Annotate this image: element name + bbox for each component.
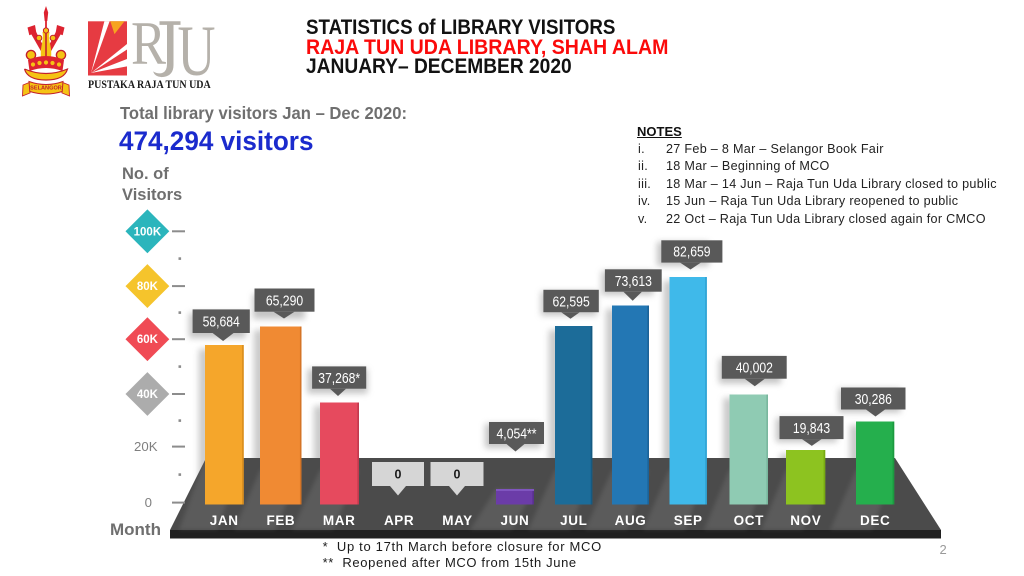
- svg-text:65,290: 65,290: [266, 292, 303, 308]
- svg-text:SELANGOR: SELANGOR: [30, 86, 62, 92]
- svg-text:OCT: OCT: [734, 513, 764, 528]
- svg-text:JAN: JAN: [210, 513, 239, 528]
- svg-text:40K: 40K: [137, 389, 159, 401]
- svg-text:0: 0: [145, 495, 152, 510]
- svg-text:JUN: JUN: [500, 513, 529, 528]
- svg-text:MAR: MAR: [323, 513, 356, 528]
- svg-text:58,684: 58,684: [203, 314, 241, 330]
- svg-text:0: 0: [454, 468, 461, 482]
- svg-text:37,268*: 37,268*: [318, 370, 360, 386]
- svg-text:60K: 60K: [137, 334, 159, 346]
- svg-text:FEB: FEB: [266, 513, 295, 528]
- svg-text:100K: 100K: [134, 226, 162, 238]
- svg-text:** Reopened after MCO from 15: ** Reopened after MCO from 15th June: [323, 555, 577, 570]
- svg-text:20K: 20K: [134, 439, 158, 454]
- svg-text:DEC: DEC: [860, 513, 890, 528]
- svg-text:MAY: MAY: [442, 513, 473, 528]
- svg-text:* Up to 17th March before clo: * Up to 17th March before closure for MC…: [323, 539, 602, 554]
- svg-text:30,286: 30,286: [855, 391, 892, 407]
- svg-text:19,843: 19,843: [793, 420, 830, 436]
- svg-text:NOV: NOV: [790, 513, 821, 528]
- svg-text:2: 2: [940, 542, 947, 557]
- svg-text:APR: APR: [384, 513, 414, 528]
- svg-text:4,054**: 4,054**: [497, 425, 537, 441]
- svg-text:80K: 80K: [137, 281, 159, 293]
- svg-text:82,659: 82,659: [673, 244, 710, 260]
- svg-text:0: 0: [395, 468, 402, 482]
- svg-text:JUL: JUL: [560, 513, 587, 528]
- svg-text:73,613: 73,613: [615, 273, 652, 289]
- svg-text:SEP: SEP: [674, 513, 703, 528]
- svg-text:U: U: [178, 14, 216, 91]
- svg-text:40,002: 40,002: [736, 360, 773, 376]
- svg-text:62,595: 62,595: [552, 293, 589, 309]
- svg-text:AUG: AUG: [615, 513, 647, 528]
